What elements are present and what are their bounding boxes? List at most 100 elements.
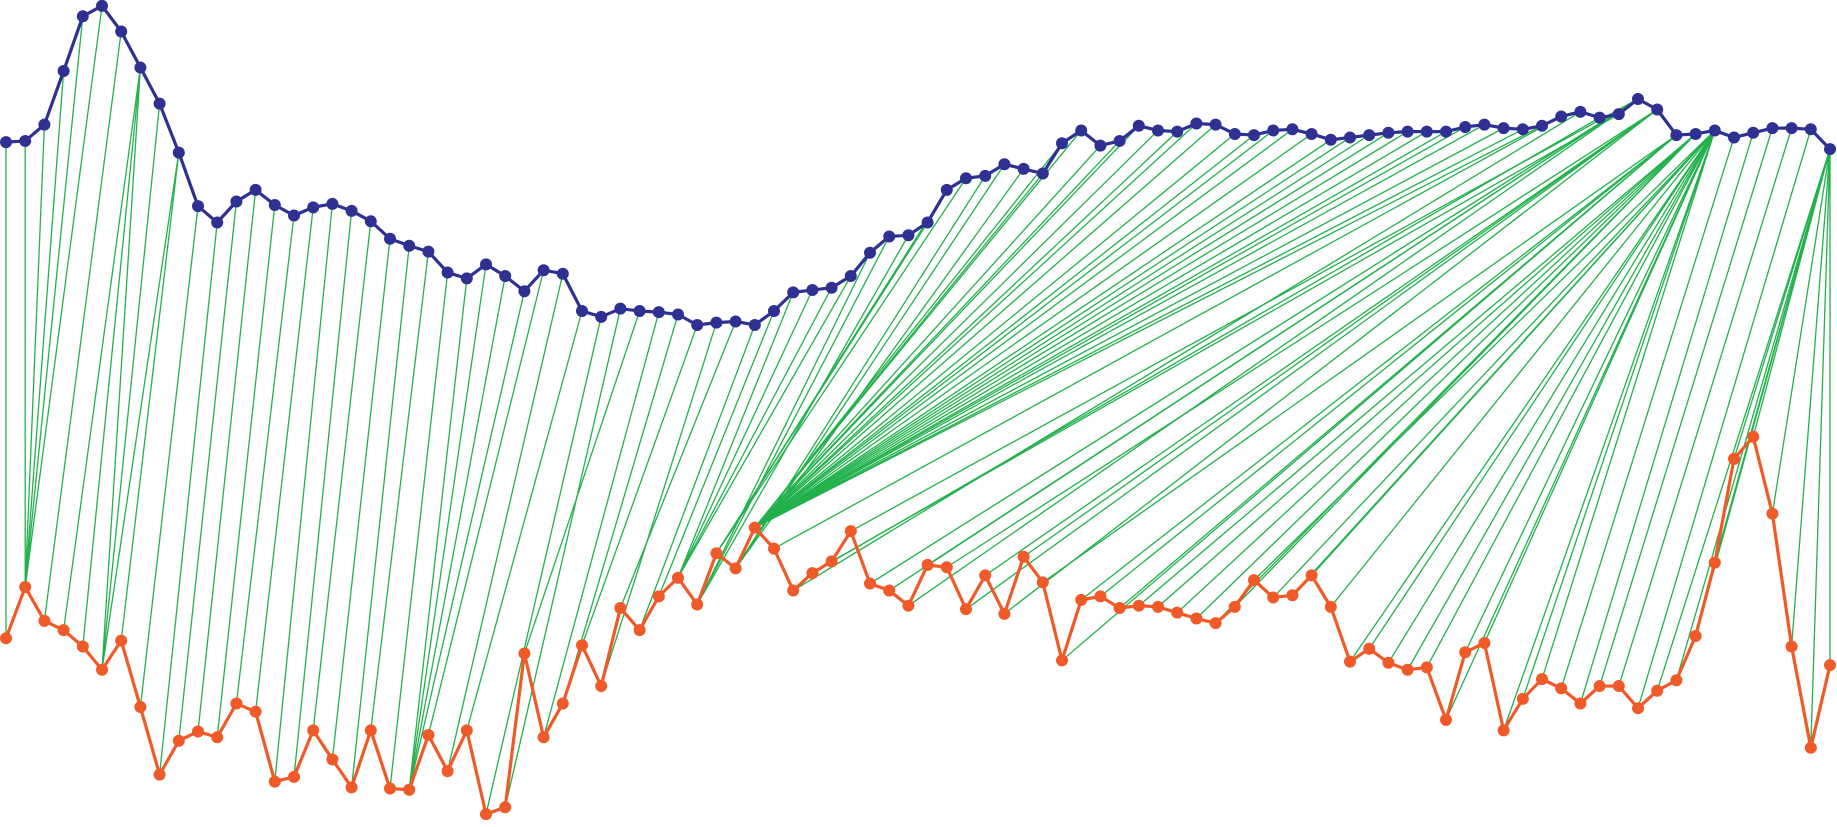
point bbox=[1017, 550, 1030, 563]
alignment-line bbox=[101, 103, 161, 670]
point bbox=[1190, 117, 1203, 130]
point bbox=[1075, 124, 1088, 137]
alignment-line bbox=[485, 316, 602, 815]
alignment-line bbox=[293, 210, 353, 777]
point bbox=[211, 216, 224, 229]
alignment-line bbox=[1522, 130, 1716, 700]
point bbox=[288, 770, 300, 783]
point bbox=[614, 302, 627, 315]
series-line bbox=[4, 435, 1832, 816]
point bbox=[76, 10, 89, 23]
alignment-line bbox=[619, 321, 737, 609]
alignment-line bbox=[1771, 148, 1831, 514]
point bbox=[249, 183, 262, 196]
point bbox=[1708, 124, 1721, 137]
alignment-line bbox=[754, 125, 1140, 529]
alignment-line bbox=[754, 134, 1255, 529]
point bbox=[1228, 600, 1241, 613]
alignment-line bbox=[754, 142, 1063, 529]
point bbox=[748, 521, 761, 534]
point bbox=[19, 134, 32, 147]
point bbox=[595, 680, 608, 693]
point bbox=[1286, 589, 1299, 602]
alignment-line bbox=[696, 236, 890, 605]
alignment-line bbox=[1138, 133, 1697, 607]
alignment-line bbox=[754, 129, 1274, 529]
point bbox=[1401, 125, 1414, 138]
alignment-line bbox=[754, 130, 1082, 529]
point bbox=[480, 808, 492, 821]
alignment-line bbox=[1157, 133, 1697, 608]
alignment-line bbox=[1387, 130, 1716, 664]
point bbox=[1574, 105, 1587, 118]
alignment-line bbox=[1733, 148, 1831, 460]
alignment-line bbox=[389, 272, 449, 789]
point bbox=[1094, 139, 1107, 152]
point bbox=[134, 701, 147, 714]
point bbox=[1305, 569, 1318, 582]
alignment-line bbox=[677, 292, 794, 578]
alignment-line bbox=[754, 145, 1101, 529]
point bbox=[1440, 713, 1452, 726]
alignment-line bbox=[638, 324, 756, 631]
point bbox=[768, 542, 780, 555]
point bbox=[556, 267, 569, 280]
alignment-line bbox=[869, 98, 1639, 585]
alignment-line bbox=[658, 310, 775, 597]
point bbox=[960, 172, 972, 185]
point bbox=[883, 230, 896, 243]
point bbox=[729, 315, 742, 328]
point bbox=[499, 270, 512, 283]
alignment-line bbox=[754, 134, 1370, 529]
point bbox=[1516, 123, 1529, 136]
point bbox=[0, 632, 12, 645]
point bbox=[1248, 129, 1260, 142]
alignment-line bbox=[1349, 130, 1716, 662]
point bbox=[652, 306, 665, 319]
alignment-line bbox=[754, 132, 1389, 529]
point bbox=[748, 318, 761, 331]
point bbox=[384, 782, 396, 795]
point bbox=[384, 232, 396, 245]
point bbox=[768, 304, 780, 317]
alignment-line bbox=[1656, 148, 1831, 691]
point bbox=[518, 285, 531, 298]
alignment-line bbox=[101, 67, 142, 670]
alignment-line bbox=[965, 108, 1658, 610]
alignment-line bbox=[754, 127, 1504, 529]
point bbox=[710, 547, 723, 560]
alignment-line bbox=[1810, 149, 1831, 748]
alignment-line bbox=[1541, 130, 1716, 680]
point bbox=[1267, 591, 1280, 604]
point bbox=[518, 647, 531, 660]
alignment-line bbox=[850, 98, 1639, 532]
point bbox=[1401, 663, 1414, 676]
point bbox=[1555, 682, 1568, 695]
point bbox=[230, 697, 243, 710]
alignment-line bbox=[24, 16, 84, 588]
alignment-line bbox=[1330, 130, 1716, 608]
point bbox=[1056, 137, 1068, 150]
alignment-line bbox=[120, 152, 180, 641]
point bbox=[729, 562, 742, 575]
point bbox=[1497, 122, 1510, 135]
point bbox=[921, 558, 934, 571]
alignment-line bbox=[408, 291, 526, 790]
point bbox=[1113, 134, 1126, 147]
alignment-line bbox=[1042, 134, 1677, 583]
point bbox=[1612, 680, 1625, 693]
alignment-line bbox=[677, 287, 833, 579]
point bbox=[1516, 692, 1529, 705]
point bbox=[1612, 108, 1625, 121]
point bbox=[1824, 659, 1836, 672]
point bbox=[1420, 661, 1433, 674]
point bbox=[633, 624, 646, 637]
alignment-line bbox=[139, 206, 199, 708]
alignment-line bbox=[1637, 129, 1812, 709]
point bbox=[1708, 556, 1721, 569]
alignment-line bbox=[696, 252, 871, 605]
point bbox=[1689, 629, 1702, 642]
point bbox=[441, 765, 454, 778]
point bbox=[1036, 167, 1049, 180]
alignment-line bbox=[274, 203, 334, 782]
